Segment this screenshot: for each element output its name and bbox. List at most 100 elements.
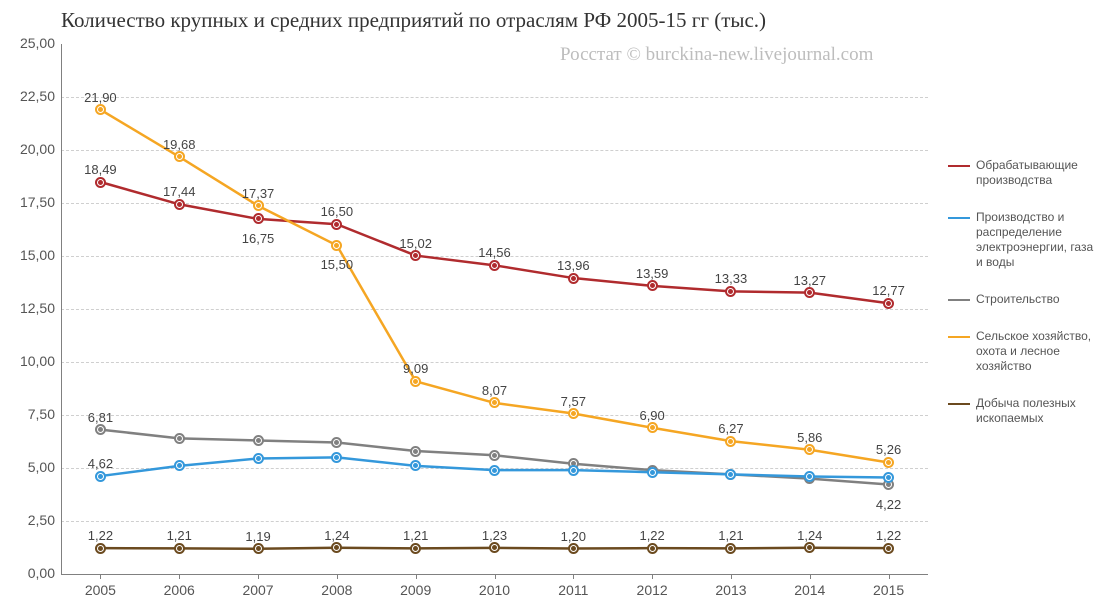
y-tick-label: 0,00 (9, 565, 55, 581)
marker-inner-energy (571, 468, 576, 473)
y-tick-label: 20,00 (9, 141, 55, 157)
data-label-manufacturing: 18,49 (75, 162, 125, 177)
data-label-mining: 1,19 (233, 529, 283, 544)
y-tick-label: 22,50 (9, 88, 55, 104)
x-tick (416, 574, 417, 579)
marker-inner-construction (492, 453, 497, 458)
y-tick-label: 10,00 (9, 353, 55, 369)
marker-inner-mining (413, 546, 418, 551)
data-label-mining: 1,22 (864, 528, 914, 543)
y-tick-label: 2,50 (9, 512, 55, 528)
legend-item: Сельское хозяйство, охота и лесное хозяй… (948, 329, 1098, 374)
data-label-mining: 1,22 (627, 528, 677, 543)
data-label-manufacturing: 13,96 (548, 258, 598, 273)
legend-label: Производство и распределение электроэнер… (976, 210, 1098, 270)
data-label-mining: 1,24 (785, 528, 835, 543)
x-tick-label: 2007 (228, 582, 288, 598)
marker-inner-construction (256, 438, 261, 443)
data-label-agriculture: 8,07 (470, 383, 520, 398)
x-tick (652, 574, 653, 579)
marker-inner-mining (886, 546, 891, 551)
x-tick-label: 2008 (307, 582, 367, 598)
marker-inner-manufacturing (256, 216, 261, 221)
marker-inner-mining (650, 546, 655, 551)
y-tick-label: 15,00 (9, 247, 55, 263)
legend-label: Строительство (976, 292, 1060, 307)
data-label-mining: 1,20 (548, 529, 598, 544)
data-label-manufacturing: 13,33 (706, 271, 756, 286)
data-label-manufacturing: 17,44 (154, 184, 204, 199)
data-label-mining: 1,21 (391, 528, 441, 543)
y-tick-label: 12,50 (9, 300, 55, 316)
marker-inner-energy (256, 456, 261, 461)
x-tick-label: 2010 (465, 582, 525, 598)
data-label-agriculture: 6,27 (706, 421, 756, 436)
data-label-mining: 1,23 (470, 528, 520, 543)
marker-inner-agriculture (413, 379, 418, 384)
chart-title: Количество крупных и средних предприятий… (61, 8, 766, 33)
x-tick-label: 2015 (859, 582, 919, 598)
marker-inner-construction (177, 436, 182, 441)
x-tick (573, 574, 574, 579)
x-tick (258, 574, 259, 579)
x-tick-label: 2006 (149, 582, 209, 598)
legend-swatch (948, 299, 970, 301)
y-tick-label: 7,50 (9, 406, 55, 422)
lines-layer (61, 44, 928, 574)
marker-inner-manufacturing (886, 301, 891, 306)
marker-inner-mining (98, 546, 103, 551)
marker-inner-manufacturing (492, 263, 497, 268)
data-label-manufacturing: 15,02 (391, 236, 441, 251)
marker-inner-mining (571, 546, 576, 551)
marker-inner-manufacturing (571, 276, 576, 281)
legend: Обрабатывающие производства Производство … (948, 158, 1098, 448)
data-label-agriculture: 6,90 (627, 408, 677, 423)
legend-item: Производство и распределение электроэнер… (948, 210, 1098, 270)
data-label-agriculture: 17,37 (233, 186, 283, 201)
data-label-mining: 1,21 (154, 528, 204, 543)
data-label-mining: 1,24 (312, 528, 362, 543)
marker-inner-manufacturing (177, 202, 182, 207)
x-tick-label: 2012 (622, 582, 682, 598)
data-label-agriculture: 15,50 (312, 257, 362, 272)
legend-swatch (948, 165, 970, 167)
x-tick (810, 574, 811, 579)
x-tick-label: 2005 (70, 582, 130, 598)
data-label-manufacturing: 12,77 (864, 283, 914, 298)
legend-swatch (948, 217, 970, 219)
data-label-agriculture: 19,68 (154, 137, 204, 152)
y-tick-label: 25,00 (9, 35, 55, 51)
marker-inner-mining (177, 546, 182, 551)
x-tick (100, 574, 101, 579)
data-label-construction: 4,22 (864, 497, 914, 512)
marker-inner-agriculture (256, 203, 261, 208)
data-label-manufacturing: 13,27 (785, 273, 835, 288)
marker-inner-manufacturing (98, 180, 103, 185)
legend-swatch (948, 336, 970, 338)
data-label-agriculture: 5,86 (785, 430, 835, 445)
x-tick-label: 2013 (701, 582, 761, 598)
data-label-manufacturing: 16,75 (233, 231, 283, 246)
x-tick (179, 574, 180, 579)
legend-item: Строительство (948, 292, 1098, 307)
marker-inner-mining (256, 546, 261, 551)
data-label-agriculture: 5,26 (864, 442, 914, 457)
data-label-mining: 1,22 (75, 528, 125, 543)
data-label-mining: 1,21 (706, 528, 756, 543)
marker-inner-agriculture (571, 411, 576, 416)
legend-label: Обрабатывающие производства (976, 158, 1098, 188)
x-tick (495, 574, 496, 579)
x-tick (337, 574, 338, 579)
x-tick (889, 574, 890, 579)
marker-inner-energy (492, 468, 497, 473)
series-line-agriculture (100, 110, 888, 463)
legend-swatch (948, 403, 970, 405)
data-label-agriculture: 9,09 (391, 361, 441, 376)
data-label-construction: 6,81 (75, 410, 125, 425)
data-label-agriculture: 21,90 (75, 90, 125, 105)
marker-inner-energy (650, 470, 655, 475)
plot-area: 0,002,505,007,5010,0012,5015,0017,5020,0… (61, 44, 928, 574)
data-label-agriculture: 7,57 (548, 394, 598, 409)
y-tick-label: 5,00 (9, 459, 55, 475)
data-label-energy: 4,62 (75, 456, 125, 471)
